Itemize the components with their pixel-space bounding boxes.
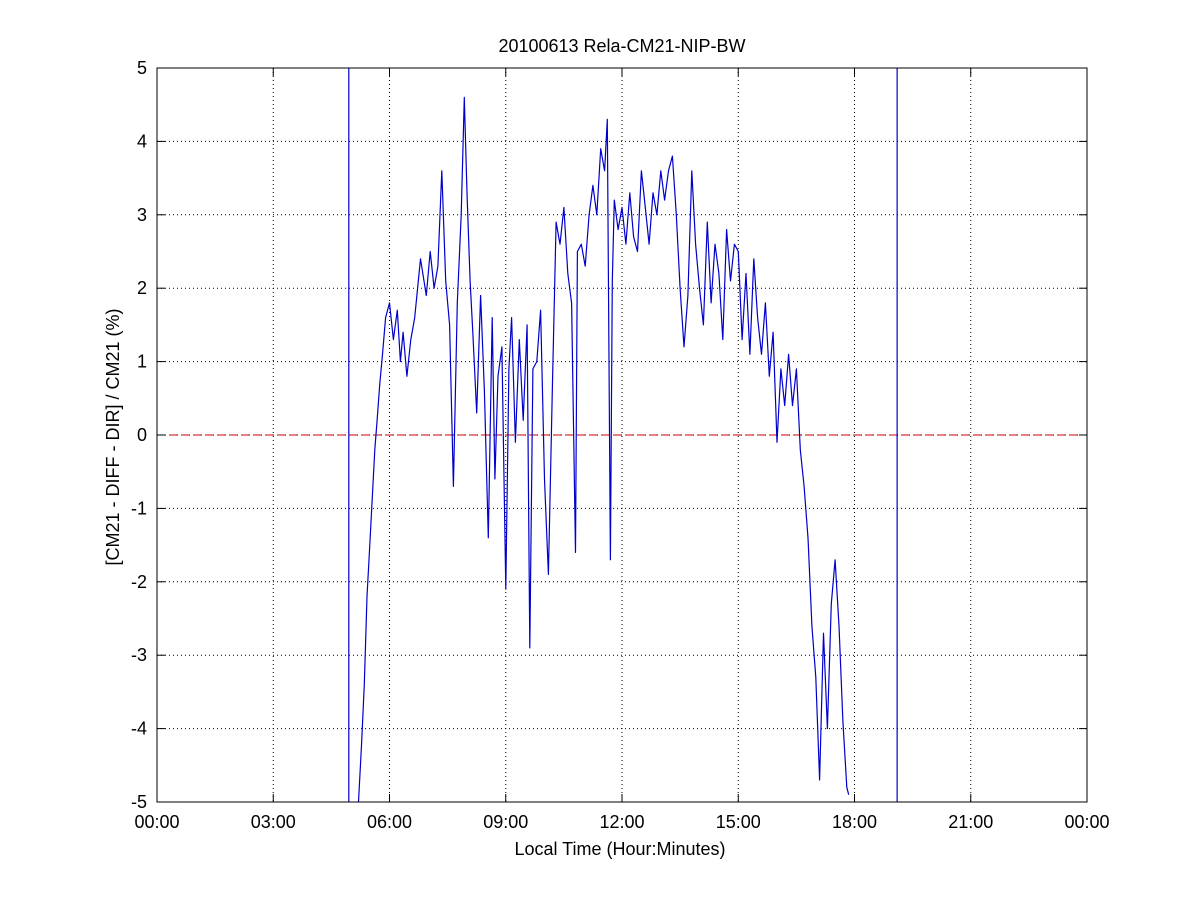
y-tick-label: -4 <box>131 719 147 739</box>
chart-title: 20100613 Rela-CM21-NIP-BW <box>498 36 745 56</box>
y-tick-label: 1 <box>137 352 147 372</box>
x-axis-label: Local Time (Hour:Minutes) <box>514 839 725 859</box>
ticks: 00:00 03:00 06:00 09:00 12:00 15:00 18:00 21:00… <box>131 58 1110 832</box>
y-tick-label: 3 <box>137 205 147 225</box>
x-tick-label: 06:00 <box>367 812 412 832</box>
y-tick-label: -5 <box>131 792 147 812</box>
y-axis-label: [CM21 - DIFF - DIR] / CM21 (%) <box>103 308 123 565</box>
grid <box>157 68 1087 802</box>
x-tick-label: 15:00 <box>716 812 761 832</box>
x-tick-label: 00:00 <box>1064 812 1109 832</box>
data-layer <box>157 68 1087 803</box>
x-tick-label: 09:00 <box>483 812 528 832</box>
y-tick-label: -2 <box>131 572 147 592</box>
y-tick-label: 4 <box>137 131 147 151</box>
x-tick-label: 18:00 <box>832 812 877 832</box>
y-tick-label: 2 <box>137 278 147 298</box>
y-tick-label: -3 <box>131 645 147 665</box>
y-tick-label: 0 <box>137 425 147 445</box>
x-tick-label: 12:00 <box>599 812 644 832</box>
y-tick-label: -1 <box>131 498 147 518</box>
y-tick-label: 5 <box>137 58 147 78</box>
x-tick-label: 00:00 <box>134 812 179 832</box>
x-tick-label: 03:00 <box>251 812 296 832</box>
series-line <box>357 96 850 803</box>
x-tick-label: 21:00 <box>948 812 993 832</box>
